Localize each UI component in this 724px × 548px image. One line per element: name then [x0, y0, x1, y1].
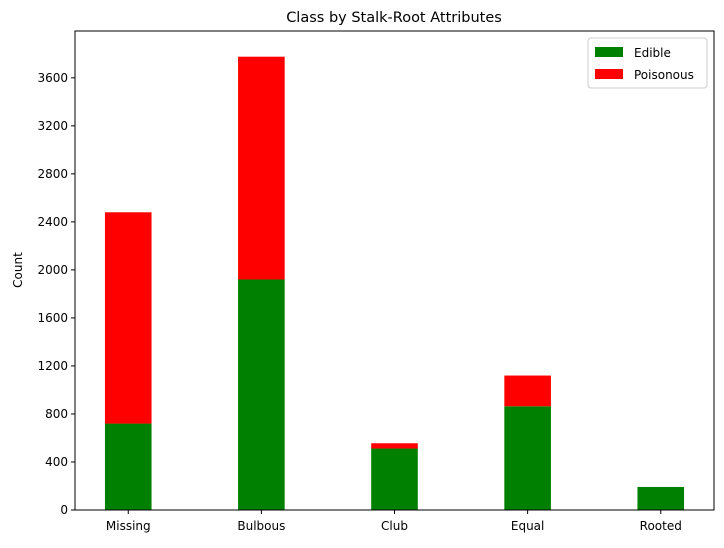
y-tick-label: 0: [60, 503, 68, 517]
chart-title: Class by Stalk-Root Attributes: [286, 10, 502, 26]
bar-poisonous-bulbous: [238, 56, 285, 280]
bar-edible-club: [371, 448, 418, 510]
axes-layer: 0 400 800 1200 1600 2000 2400 2800 3200 3600 Missi…: [37, 30, 715, 533]
y-tick-label: 1200: [37, 359, 68, 373]
y-tick-label: 2000: [37, 263, 68, 277]
legend-label-poisonous: Poisonous: [634, 68, 694, 82]
legend-label-edible: Edible: [634, 46, 671, 60]
x-tick-label: Rooted: [640, 519, 682, 533]
y-tick-label: 2400: [37, 215, 68, 229]
bar-poisonous-club: [371, 443, 418, 449]
x-tick-label: Bulbous: [237, 519, 285, 533]
x-tick-label: Equal: [511, 519, 545, 533]
y-tick-label: 3600: [37, 71, 68, 85]
y-tick-label: 1600: [37, 311, 68, 325]
legend-swatch-poisonous: [595, 69, 623, 79]
legend-swatch-edible: [595, 47, 623, 57]
x-tick-label: Missing: [106, 519, 151, 533]
bar-edible-equal: [504, 406, 551, 510]
bars-layer: [104, 56, 685, 510]
bar-poisonous-missing: [104, 212, 152, 424]
legend: Edible Poisonous: [587, 37, 708, 89]
plot-frame: [74, 30, 715, 511]
bar-poisonous-equal: [504, 375, 551, 407]
y-tick-label: 3200: [37, 119, 68, 133]
y-tick-label: 400: [45, 455, 68, 469]
bar-edible-rooted: [637, 486, 685, 510]
bar-edible-missing: [104, 423, 152, 510]
bar-edible-bulbous: [238, 279, 285, 510]
x-tick-label: Club: [381, 519, 408, 533]
y-tick-label: 2800: [37, 167, 68, 181]
y-tick-label: 800: [45, 407, 68, 421]
y-axis-label: Count: [11, 252, 25, 288]
